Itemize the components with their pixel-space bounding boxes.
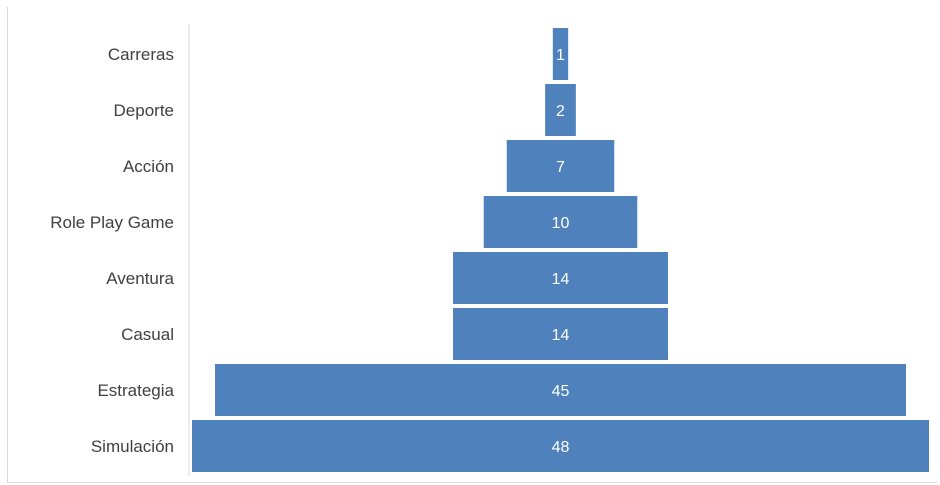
category-label-accion: Acción [123,157,174,176]
category-label-aventura: Aventura [106,269,174,288]
bar-casual [453,308,668,360]
data-label-accion: 7 [556,159,565,176]
bar-aventura [453,252,668,304]
data-label-aventura: 14 [552,271,570,288]
data-label-casual: 14 [552,327,570,344]
category-label-simulacion: Simulación [91,437,174,456]
data-label-simulacion: 48 [552,439,570,456]
chart-frame [7,7,937,483]
data-label-deporte: 2 [556,103,565,120]
data-label-role-play-game: 10 [552,215,570,232]
bar-carreras [552,28,569,80]
category-label-casual: Casual [121,325,174,344]
bar-accion [506,140,615,192]
bar-role-play-game [483,196,638,248]
bar-estrategia [215,364,906,416]
category-label-estrategia: Estrategia [97,381,174,400]
category-label-deporte: Deporte [114,101,174,120]
bar-deporte [545,84,576,136]
data-label-carreras: 1 [556,47,565,64]
category-label-role-play-game: Role Play Game [50,213,174,232]
category-label-carreras: Carreras [108,45,174,64]
data-label-estrategia: 45 [552,383,570,400]
bar-simulacion [192,420,929,472]
